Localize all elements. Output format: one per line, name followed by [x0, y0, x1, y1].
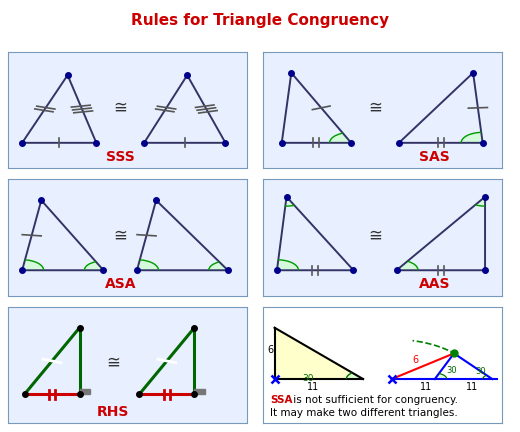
Text: 6: 6	[413, 355, 419, 365]
Text: 11: 11	[307, 381, 319, 391]
Text: SSS: SSS	[106, 150, 135, 164]
Text: 30: 30	[447, 366, 458, 375]
Text: Rules for Triangle Congruency: Rules for Triangle Congruency	[131, 13, 389, 28]
Polygon shape	[483, 375, 492, 379]
Bar	[80, 389, 90, 394]
Polygon shape	[346, 373, 363, 379]
Polygon shape	[277, 260, 298, 270]
Polygon shape	[475, 197, 485, 206]
Text: AAS: AAS	[419, 277, 450, 291]
Text: 11: 11	[420, 381, 433, 391]
Text: RHS: RHS	[97, 405, 129, 419]
Text: 6: 6	[267, 345, 274, 356]
Polygon shape	[461, 132, 483, 143]
Text: It may make two different triangles.: It may make two different triangles.	[270, 408, 458, 418]
Text: SSA: SSA	[270, 395, 292, 405]
Polygon shape	[330, 133, 351, 143]
Polygon shape	[22, 260, 44, 270]
Text: ≅: ≅	[106, 354, 120, 372]
Polygon shape	[285, 197, 294, 206]
Text: ≅: ≅	[113, 99, 127, 117]
Polygon shape	[397, 261, 418, 270]
Text: ASA: ASA	[105, 277, 136, 291]
Polygon shape	[275, 328, 363, 379]
Polygon shape	[84, 262, 103, 270]
Polygon shape	[209, 262, 228, 270]
Text: 30: 30	[475, 367, 486, 376]
Text: 11: 11	[466, 381, 478, 391]
Text: ≅: ≅	[368, 226, 382, 244]
Polygon shape	[435, 374, 447, 379]
Text: is not sufficient for congruency.: is not sufficient for congruency.	[290, 395, 458, 405]
Text: 30: 30	[302, 375, 314, 383]
Text: ≅: ≅	[368, 99, 382, 117]
Text: SAS: SAS	[420, 150, 450, 164]
Bar	[194, 389, 205, 394]
Polygon shape	[137, 260, 159, 270]
Text: ≅: ≅	[113, 226, 127, 244]
